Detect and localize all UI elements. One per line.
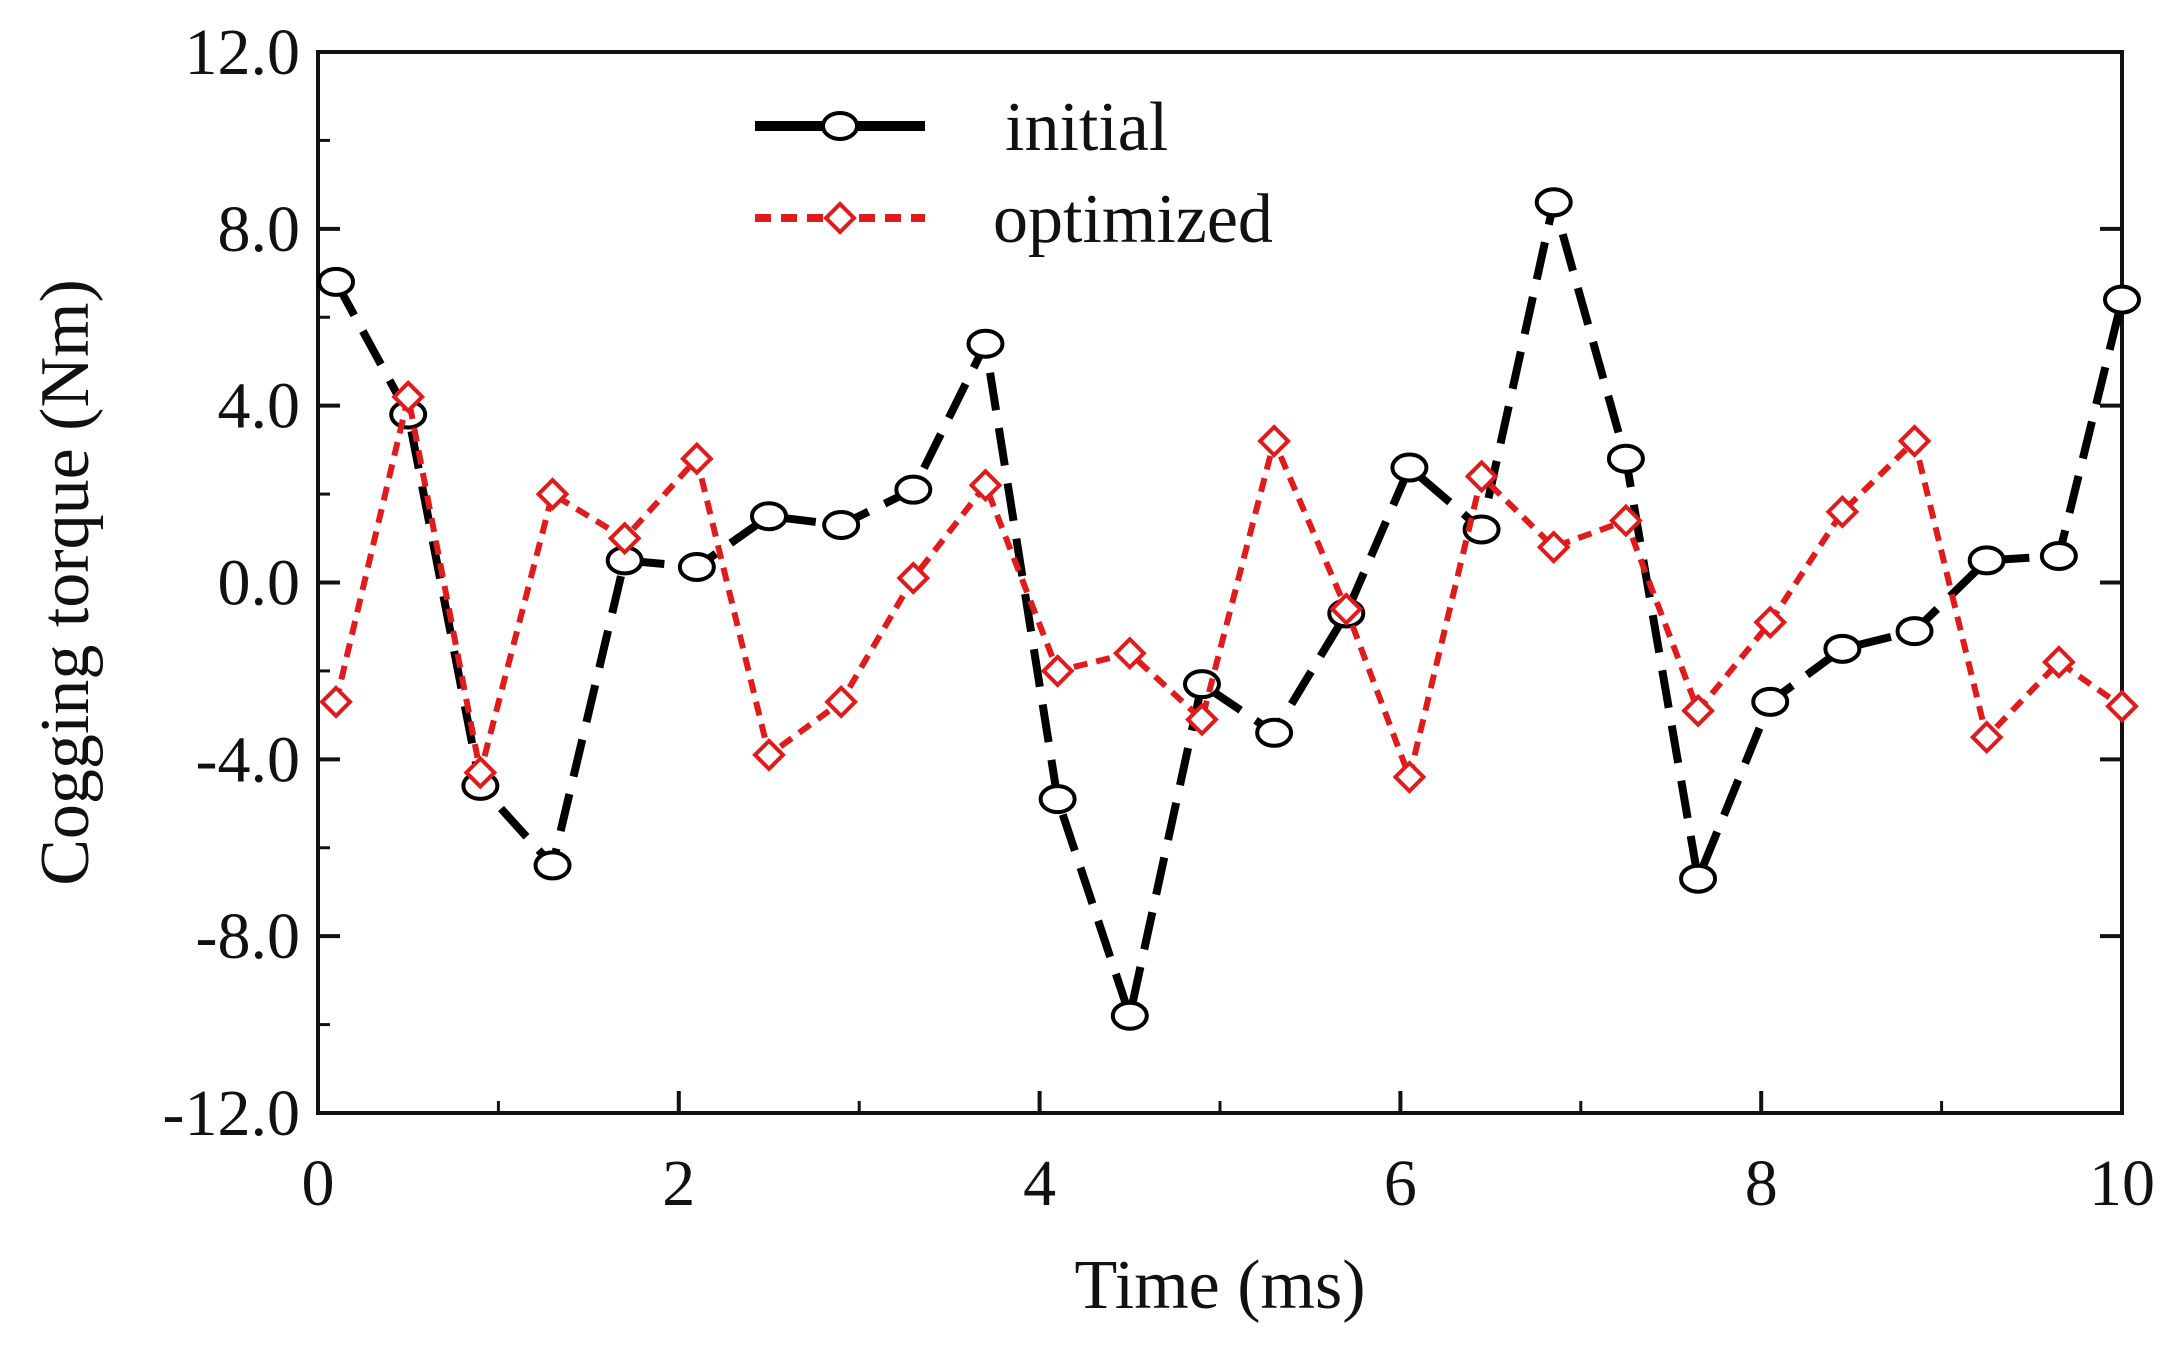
y-tick-label: 12.0 bbox=[185, 16, 301, 89]
y-tick-label: 4.0 bbox=[218, 370, 301, 443]
initial-point bbox=[1823, 633, 1862, 664]
initial-point bbox=[2039, 540, 2078, 571]
x-tick-label: 4 bbox=[1023, 1147, 1056, 1220]
legend: initial optimized bbox=[755, 89, 1273, 258]
optimized-point bbox=[463, 755, 498, 790]
x-axis: 0 2 4 6 8 10 bbox=[302, 1091, 2155, 1220]
optimized-line bbox=[333, 393, 2124, 781]
optimized-point bbox=[391, 379, 426, 414]
optimized-point bbox=[1681, 693, 1715, 728]
initial-point bbox=[533, 850, 572, 881]
initial-point bbox=[1751, 686, 1790, 717]
y-axis-title: Cogging torque (Nm) bbox=[27, 279, 104, 886]
x-tick-label: 2 bbox=[662, 1147, 695, 1220]
initial-point bbox=[1895, 616, 1934, 647]
optimized-point bbox=[1464, 459, 1499, 494]
initial-point bbox=[1390, 452, 1429, 483]
legend-label-optimized: optimized bbox=[993, 181, 1273, 258]
initial-point bbox=[1255, 717, 1294, 748]
optimized-point bbox=[680, 441, 714, 476]
optimized-point bbox=[1040, 654, 1075, 688]
legend-marker-initial bbox=[821, 111, 859, 141]
series-initial bbox=[317, 187, 2141, 1031]
x-tick-label: 8 bbox=[1745, 1147, 1778, 1220]
initial-line bbox=[332, 198, 2126, 1020]
x-axis-title: Time (ms) bbox=[1074, 1247, 1365, 1324]
optimized-point bbox=[896, 561, 931, 595]
optimized-point bbox=[1392, 760, 1427, 794]
x-tick-label: 10 bbox=[2089, 1147, 2155, 1220]
y-tick-label: -8.0 bbox=[196, 900, 300, 973]
optimized-point bbox=[2042, 645, 2076, 679]
series-optimized bbox=[319, 379, 2139, 794]
initial-point bbox=[1679, 863, 1718, 894]
y-axis: -12.0 -8.0 -4.0 0.0 4.0 8.0 12.0 bbox=[163, 16, 2122, 1150]
optimized-point bbox=[824, 685, 858, 719]
initial-point bbox=[677, 552, 716, 583]
y-tick-label: 0.0 bbox=[218, 547, 301, 620]
optimized-point bbox=[319, 685, 353, 719]
x-tick-label: 0 bbox=[302, 1147, 335, 1220]
optimized-point bbox=[607, 521, 642, 556]
initial-point bbox=[317, 266, 356, 297]
initial-point bbox=[1534, 187, 1573, 218]
optimized-point bbox=[2105, 689, 2139, 724]
optimized-point bbox=[968, 468, 1003, 503]
y-tick-label: 8.0 bbox=[218, 193, 301, 266]
y-tick-label: -12.0 bbox=[163, 1077, 300, 1150]
legend-marker-optimized bbox=[823, 201, 857, 235]
optimized-point bbox=[1969, 720, 2004, 755]
series-layer bbox=[317, 187, 2141, 1031]
legend-label-initial: initial bbox=[1005, 89, 1168, 166]
optimized-point bbox=[1753, 605, 1788, 640]
initial-point bbox=[1606, 443, 1645, 474]
optimized-point bbox=[1536, 530, 1571, 564]
initial-point bbox=[822, 510, 861, 541]
optimized-point bbox=[535, 477, 570, 511]
optimized-point bbox=[1329, 592, 1364, 626]
initial-point bbox=[1967, 545, 2006, 576]
initial-point bbox=[894, 474, 933, 505]
optimized-point bbox=[1257, 424, 1291, 458]
x-tick-label: 6 bbox=[1384, 1147, 1417, 1220]
optimized-point bbox=[752, 738, 786, 772]
initial-point bbox=[2103, 284, 2141, 315]
initial-point bbox=[966, 328, 1005, 359]
initial-point bbox=[1110, 1000, 1149, 1031]
optimized-point bbox=[1112, 636, 1147, 671]
optimized-point bbox=[1609, 503, 1643, 538]
initial-point bbox=[750, 501, 788, 532]
optimized-point bbox=[1825, 494, 1860, 529]
initial-point bbox=[1038, 784, 1077, 815]
optimized-point bbox=[1897, 424, 1932, 458]
y-tick-label: -4.0 bbox=[196, 723, 300, 796]
optimized-point bbox=[1185, 702, 1219, 737]
